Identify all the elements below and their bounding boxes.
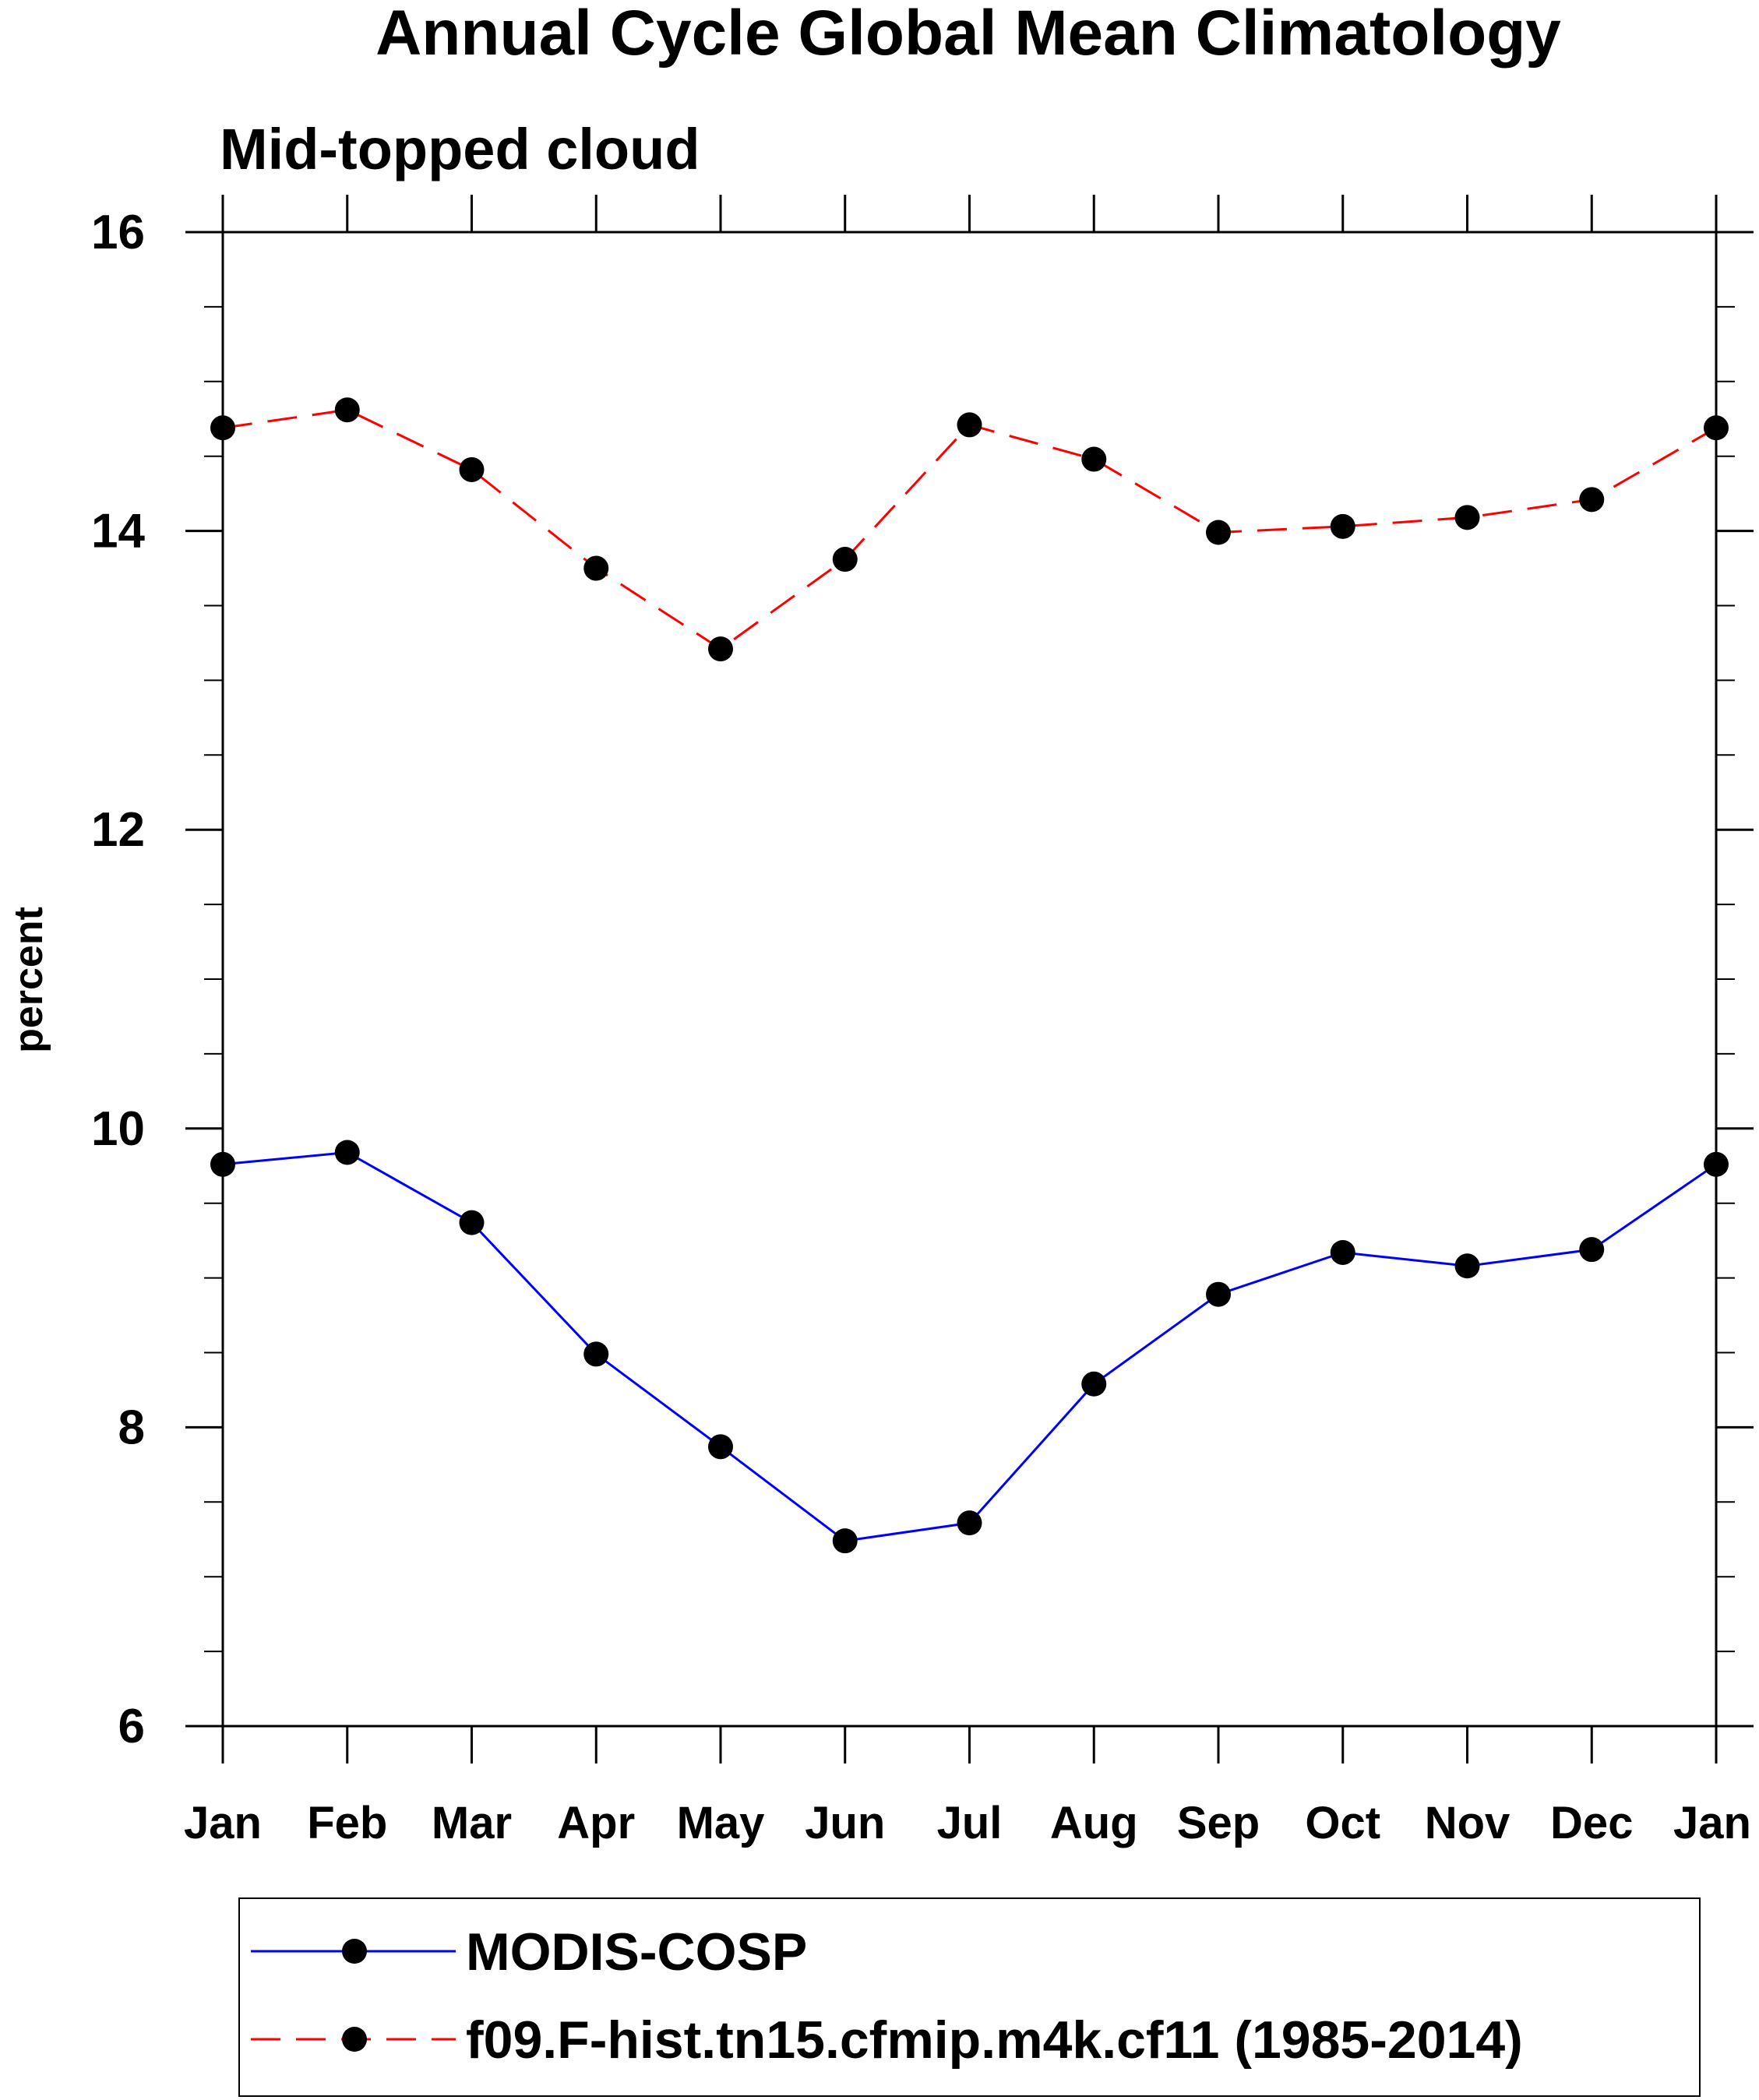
x-tick-label: Oct [1305,1798,1380,1848]
series-2 [210,397,1729,662]
x-tick-labels: Jan Feb Mar Apr May Jun Jul Aug Sep Oct Nov Dec Jan [184,1798,1751,1848]
legend-label: MODIS-COSP [466,1922,807,1982]
data-point [1704,1151,1729,1177]
y-tick-label: 10 [91,1102,145,1156]
legend-marker [342,2027,367,2052]
legend-marker [342,1939,367,1964]
x-tick-label: Nov [1425,1798,1510,1848]
x-tick-label: Apr [557,1798,635,1848]
x-tick-label: Jul [937,1798,1003,1848]
x-tick-label: Jun [805,1798,885,1848]
series-1 [210,1140,1729,1554]
legend-label: f09.F-hist.tn15.cfmip.m4k.cf11 (1985-201… [466,2010,1523,2070]
series-layer [210,397,1729,1554]
data-point [708,636,733,662]
x-tick-label: Jan [1673,1798,1751,1848]
series-line [222,1150,1717,1542]
data-point [1081,1371,1107,1397]
data-point [1330,1239,1355,1265]
x-tick-label: Mar [432,1798,512,1848]
x-tick-label: May [677,1798,765,1848]
x-tick-label: Jan [184,1798,262,1848]
axis-ticks [185,195,1754,1764]
x-tick-label: Feb [307,1798,387,1848]
data-point [832,547,858,573]
y-tick-label: 14 [91,505,145,558]
x-tick-label: Sep [1177,1798,1260,1848]
data-point [957,412,982,438]
y-tick-labels: 6 8 10 12 14 16 [91,206,145,1753]
data-point [459,1210,485,1235]
series-line [222,408,1717,650]
data-point [1206,520,1231,545]
data-point [459,456,485,482]
y-tick-label: 16 [91,206,145,259]
data-point [1704,415,1729,441]
data-point [334,1140,360,1165]
chart-subtitle: Mid-topped cloud [220,117,700,181]
y-tick-label: 6 [118,1700,145,1753]
data-point [1579,1237,1605,1263]
data-point [1454,1253,1480,1279]
data-point [1579,487,1605,513]
data-point [210,1151,235,1177]
data-point [1454,505,1480,530]
data-point [210,415,235,441]
data-point [334,397,360,423]
y-tick-label: 8 [118,1401,145,1454]
x-tick-label: Dec [1550,1798,1633,1848]
data-point [583,1341,609,1367]
data-point [832,1528,858,1554]
data-point [708,1434,733,1460]
legend: MODIS-COSP f09.F-hist.tn15.cfmip.m4k.cf11… [251,1922,1523,2070]
data-point [1081,446,1107,472]
y-tick-label: 12 [91,803,145,857]
data-point [1206,1281,1231,1307]
data-point [583,555,609,581]
y-axis-label: percent [6,907,51,1053]
x-tick-label: Aug [1050,1798,1138,1848]
plot-frame [221,231,1718,1728]
chart-title: Annual Cycle Global Mean Climatology [375,0,1561,69]
data-point [957,1510,982,1536]
legend-box [238,1897,1701,2097]
data-point [1330,513,1355,539]
